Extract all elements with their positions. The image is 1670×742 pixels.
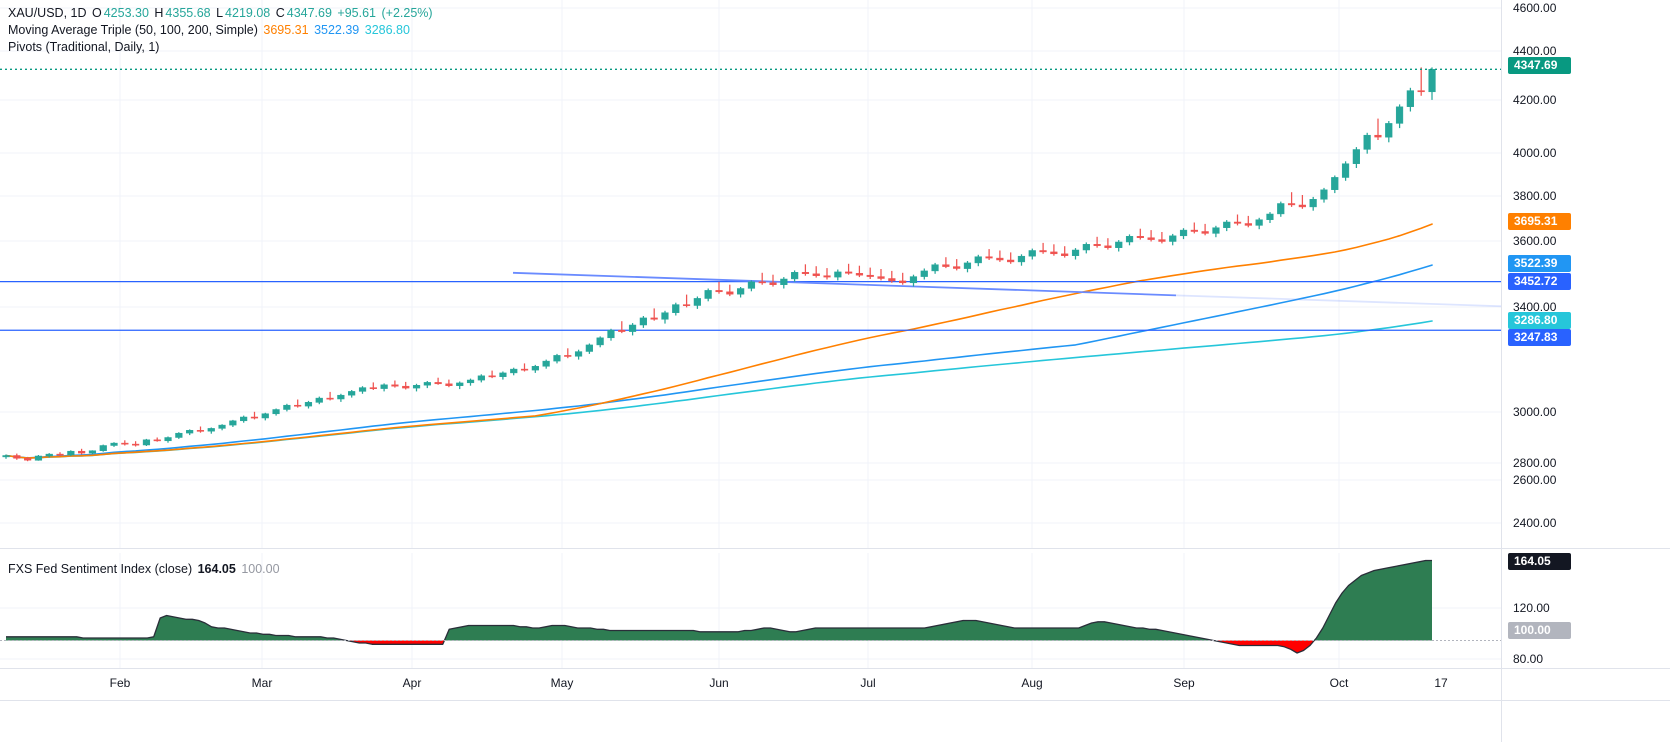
sentiment-line[interactable] <box>6 559 1432 654</box>
indicator-last-value-tag[interactable]: 164.05 <box>1508 553 1571 570</box>
price-axis-tick-6: 3400.00 <box>1513 300 1557 314</box>
price-axis-tick-0: 4600.00 <box>1513 1 1557 15</box>
sentiment-area-below-baseline <box>6 640 1432 653</box>
time-axis-tick-7: Sep <box>1173 676 1195 690</box>
price-axis-tick-9: 2600.00 <box>1513 473 1557 487</box>
indicator-axis-tick-1: 80.00 <box>1513 652 1544 666</box>
price-axis-tick-5: 3600.00 <box>1513 234 1557 248</box>
ma50-value-tag[interactable]: 3695.31 <box>1508 213 1571 230</box>
candlesticks[interactable] <box>2 67 1436 462</box>
price-axis-divider <box>1501 0 1502 742</box>
last-price-tag[interactable]: 4347.69 <box>1508 57 1571 74</box>
sentiment-area[interactable] <box>0 559 1501 654</box>
price-axis-tick-2: 4200.00 <box>1513 93 1557 107</box>
moving-averages <box>5 223 1433 459</box>
indicator-baseline-value-tag[interactable]: 100.00 <box>1508 622 1571 639</box>
chart-gridlines <box>0 0 1501 668</box>
pivot-p-tag[interactable]: 3247.83 <box>1508 329 1571 346</box>
price-axis-tick-7: 3000.00 <box>1513 405 1557 419</box>
ma100-value-tag[interactable]: 3522.39 <box>1508 255 1571 272</box>
pane-separator <box>0 548 1670 701</box>
time-axis-tick-5: Jul <box>860 676 876 690</box>
time-axis-tick-8: Oct <box>1329 676 1349 690</box>
price-axis-tick-3: 4000.00 <box>1513 146 1557 160</box>
price-axis-tick-10: 2400.00 <box>1513 516 1557 530</box>
time-axis-tick-1: Mar <box>251 676 273 690</box>
price-axis-tick-4: 3800.00 <box>1513 189 1557 203</box>
price-axis-tick-1: 4400.00 <box>1513 44 1557 58</box>
time-axis-tick-9: 17 <box>1434 676 1448 690</box>
ma-100-line[interactable] <box>5 264 1433 459</box>
ma-50-line[interactable] <box>5 223 1433 459</box>
time-axis-tick-3: May <box>550 676 574 690</box>
descending-trendline-extension <box>1175 294 1502 308</box>
price-axis-tick-8: 2800.00 <box>1513 456 1557 470</box>
indicator-axis-tick-0: 120.00 <box>1513 601 1550 615</box>
trendline <box>512 271 1502 308</box>
time-axis-tick-4: Jun <box>709 676 729 690</box>
ma200-value-tag[interactable]: 3286.80 <box>1508 312 1571 329</box>
pivot-r1-tag[interactable]: 3452.72 <box>1508 273 1571 290</box>
descending-trendline[interactable] <box>512 271 1177 297</box>
time-axis-tick-0: Feb <box>109 676 131 690</box>
time-axis-tick-6: Aug <box>1021 676 1043 690</box>
time-axis-tick-2: Apr <box>402 676 422 690</box>
